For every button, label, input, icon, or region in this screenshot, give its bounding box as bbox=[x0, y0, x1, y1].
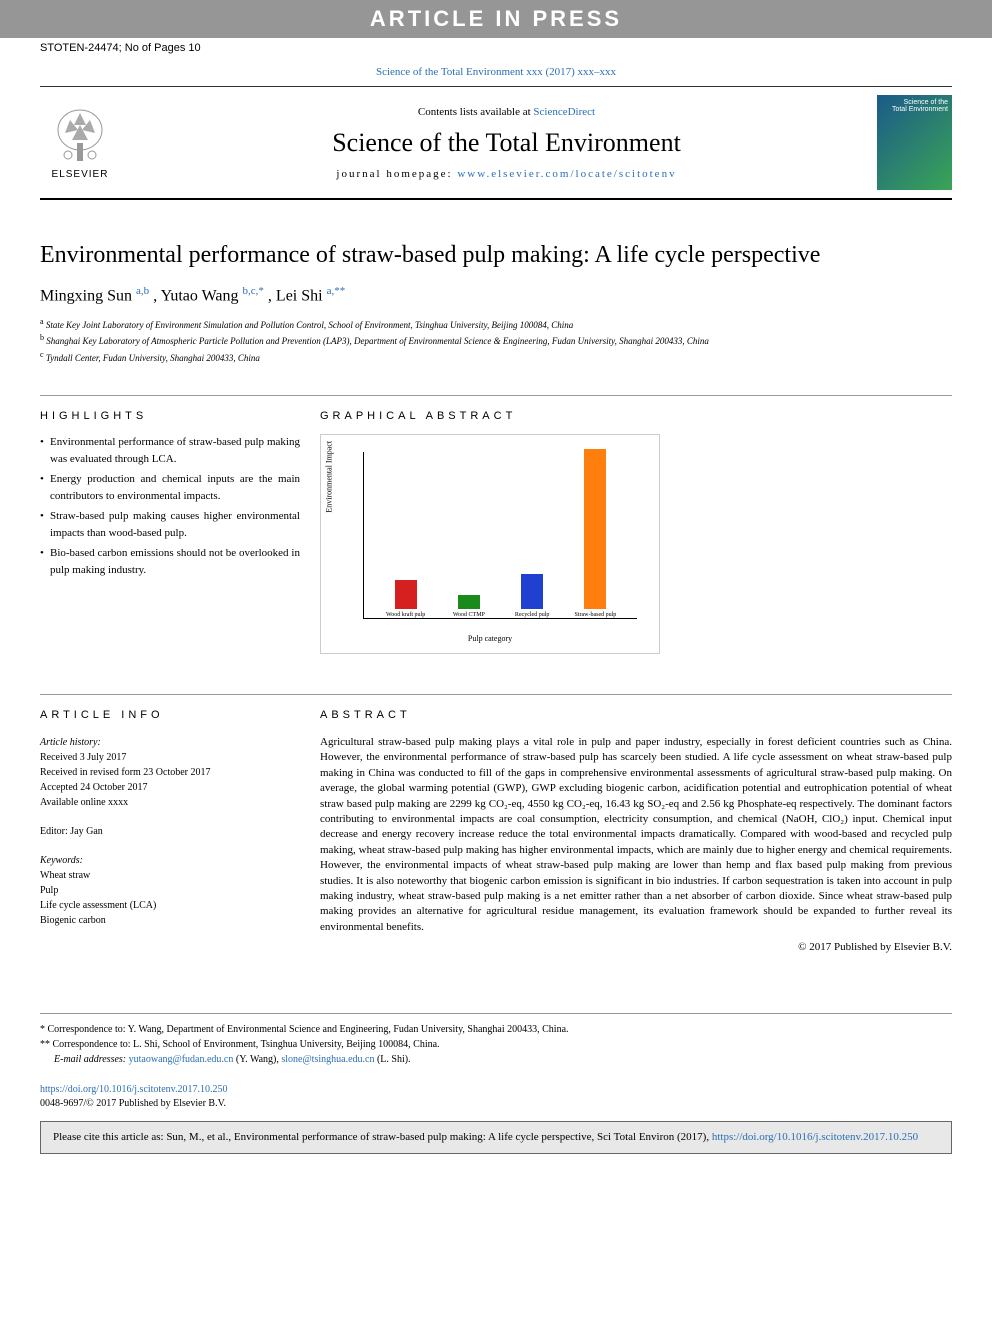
email-addresses: E-mail addresses: yutaowang@fudan.edu.cn… bbox=[40, 1052, 952, 1067]
history-label: Article history: bbox=[40, 735, 300, 750]
highlight-item: Environmental performance of straw-based… bbox=[40, 434, 300, 467]
highlight-item: Energy production and chemical inputs ar… bbox=[40, 471, 300, 504]
chart-bar-group: Wood CTMP bbox=[444, 595, 495, 618]
chart-bar-label: Wood kraft pulp bbox=[386, 612, 425, 618]
keyword: Wheat straw bbox=[40, 868, 300, 883]
doi-link[interactable]: https://doi.org/10.1016/j.scitotenv.2017… bbox=[40, 1084, 228, 1095]
elsevier-logo: ELSEVIER bbox=[40, 98, 120, 188]
email-link-1[interactable]: yutaowang@fudan.edu.cn bbox=[129, 1054, 234, 1065]
chart-bar bbox=[584, 449, 606, 609]
stoten-id: STOTEN-24474; No of Pages 10 bbox=[0, 38, 992, 58]
emails-label: E-mail addresses: bbox=[54, 1054, 129, 1065]
author-list: Mingxing Sun a,b , Yutao Wang b,c,* , Le… bbox=[40, 285, 952, 305]
issn-line: 0048-9697/© 2017 Published by Elsevier B… bbox=[40, 1098, 226, 1109]
article-in-press-banner: ARTICLE IN PRESS bbox=[0, 0, 992, 38]
elsevier-tree-icon bbox=[50, 105, 110, 165]
chart-bar-group: Straw-based pulp bbox=[570, 449, 621, 618]
article-history: Article history: Received 3 July 2017 Re… bbox=[40, 735, 300, 810]
cover-text-2: Total Environment bbox=[892, 106, 948, 113]
copyright-line: © 2017 Published by Elsevier B.V. bbox=[320, 941, 952, 953]
author-1: Mingxing Sun bbox=[40, 288, 136, 305]
citation-text: Please cite this article as: Sun, M., et… bbox=[53, 1131, 712, 1143]
sciencedirect-link[interactable]: ScienceDirect bbox=[533, 106, 595, 118]
journal-cover-thumbnail: Science of the Total Environment bbox=[877, 95, 952, 190]
chart-bar bbox=[458, 595, 480, 609]
contents-list-line: Contents lists available at ScienceDirec… bbox=[136, 106, 877, 118]
journal-header-center: Contents lists available at ScienceDirec… bbox=[136, 106, 877, 180]
correspondence-footer: * Correspondence to: Y. Wang, Department… bbox=[40, 1013, 952, 1067]
email-link-2[interactable]: slone@tsinghua.edu.cn bbox=[281, 1054, 374, 1065]
affiliations: a State Key Joint Laboratory of Environm… bbox=[40, 316, 952, 366]
author-3: , Lei Shi bbox=[268, 288, 327, 305]
history-line: Received 3 July 2017 bbox=[40, 750, 300, 765]
homepage-prefix: journal homepage: bbox=[336, 168, 457, 180]
chart-bar bbox=[395, 580, 417, 609]
chart-bars-area: Wood kraft pulp Wood CTMP Recycled pulp Str… bbox=[363, 452, 637, 619]
affiliation-b: b Shanghai Key Laboratory of Atmospheric… bbox=[40, 332, 952, 349]
author-1-aff: a,b bbox=[136, 285, 149, 297]
journal-homepage-link[interactable]: www.elsevier.com/locate/scitotenv bbox=[457, 168, 676, 180]
journal-name: Science of the Total Environment bbox=[136, 128, 877, 158]
chart-bar-group: Wood kraft pulp bbox=[380, 580, 431, 618]
highlights-heading: HIGHLIGHTS bbox=[40, 410, 300, 422]
keyword: Pulp bbox=[40, 883, 300, 898]
keywords-block: Keywords: Wheat straw Pulp Life cycle as… bbox=[40, 853, 300, 928]
correspondence-1: * Correspondence to: Y. Wang, Department… bbox=[40, 1022, 952, 1037]
journal-homepage-line: journal homepage: www.elsevier.com/locat… bbox=[136, 168, 877, 180]
abstract-heading: ABSTRACT bbox=[320, 709, 952, 721]
journal-reference: Science of the Total Environment xxx (20… bbox=[0, 58, 992, 86]
abstract-text: Agricultural straw-based pulp making pla… bbox=[320, 735, 952, 935]
graphical-abstract-chart: Environmental Impact Wood kraft pulpWood… bbox=[320, 434, 660, 654]
journal-header: ELSEVIER Contents lists available at Sci… bbox=[40, 86, 952, 200]
author-3-aff: a,** bbox=[327, 285, 346, 297]
chart-y-label: Environmental Impact bbox=[325, 441, 334, 513]
highlight-item: Straw-based pulp making causes higher en… bbox=[40, 508, 300, 541]
keyword: Biogenic carbon bbox=[40, 913, 300, 928]
graphical-abstract-heading: GRAPHICAL ABSTRACT bbox=[320, 410, 952, 422]
doi-block: https://doi.org/10.1016/j.scitotenv.2017… bbox=[40, 1083, 952, 1111]
history-line: Received in revised form 23 October 2017 bbox=[40, 765, 300, 780]
contents-prefix: Contents lists available at bbox=[418, 106, 533, 118]
correspondence-2: ** Correspondence to: L. Shi, School of … bbox=[40, 1037, 952, 1052]
citation-doi-link[interactable]: https://doi.org/10.1016/j.scitotenv.2017… bbox=[712, 1131, 918, 1143]
cover-text-1: Science of the bbox=[904, 99, 948, 106]
affiliation-a: a State Key Joint Laboratory of Environm… bbox=[40, 316, 952, 333]
chart-bar bbox=[521, 574, 543, 609]
citation-box: Please cite this article as: Sun, M., et… bbox=[40, 1121, 952, 1154]
keyword: Life cycle assessment (LCA) bbox=[40, 898, 300, 913]
chart-bar-label: Recycled pulp bbox=[515, 612, 550, 618]
article-info-heading: ARTICLE INFO bbox=[40, 709, 300, 721]
chart-bar-label: Wood CTMP bbox=[453, 612, 485, 618]
author-2: , Yutao Wang bbox=[153, 288, 242, 305]
chart-bar-label: Straw-based pulp bbox=[574, 612, 616, 618]
article-title: Environmental performance of straw-based… bbox=[40, 240, 952, 271]
chart-bar-group: Recycled pulp bbox=[507, 574, 558, 618]
chart-x-label: Pulp category bbox=[468, 634, 512, 643]
history-line: Available online xxxx bbox=[40, 795, 300, 810]
editor-line: Editor: Jay Gan bbox=[40, 824, 300, 839]
highlight-item: Bio-based carbon emissions should not be… bbox=[40, 545, 300, 578]
affiliation-c: c Tyndall Center, Fudan University, Shan… bbox=[40, 349, 952, 366]
history-line: Accepted 24 October 2017 bbox=[40, 780, 300, 795]
author-2-aff: b,c,* bbox=[243, 285, 264, 297]
keywords-label: Keywords: bbox=[40, 853, 300, 868]
highlights-list: Environmental performance of straw-based… bbox=[40, 434, 300, 578]
elsevier-brand-text: ELSEVIER bbox=[52, 169, 109, 180]
